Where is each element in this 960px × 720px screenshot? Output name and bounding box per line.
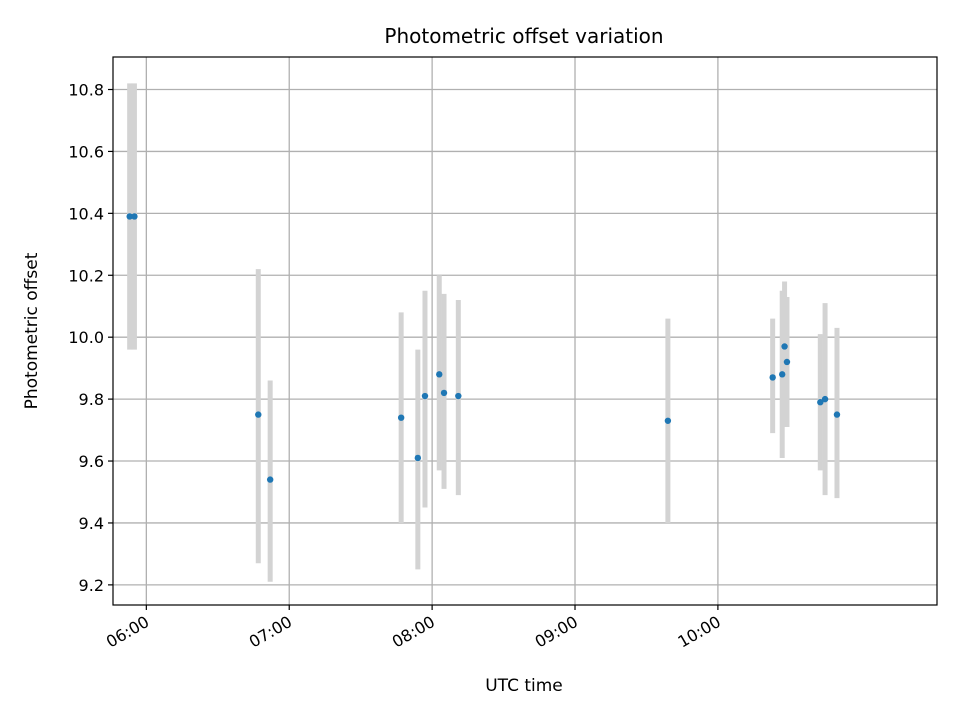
y-tick-label: 9.2: [79, 576, 104, 595]
y-axis-ticks: 9.2 9.4 9.6 9.8 10.0 10.2 10.4 10.6 10.8: [68, 81, 113, 595]
data-point: [436, 371, 443, 378]
x-axis-ticks: 06:00 07:00 08:00 09:00 10:00: [103, 605, 724, 652]
y-tick-label: 10.8: [68, 81, 104, 100]
y-tick-label: 10.0: [68, 328, 104, 347]
data-point: [131, 213, 138, 220]
y-axis-label: Photometric offset: [22, 252, 42, 409]
x-tick-label: 10:00: [674, 612, 723, 652]
data-point: [781, 343, 788, 350]
data-point: [440, 389, 448, 397]
plot-frame: [112, 56, 938, 606]
data-point: [421, 392, 429, 400]
data-point: [833, 411, 841, 418]
error-bars: [127, 83, 840, 582]
x-tick-label: 07:00: [246, 612, 295, 652]
x-tick-label: 09:00: [532, 612, 581, 652]
data-points: [126, 213, 841, 483]
y-tick-label: 9.8: [79, 390, 104, 409]
y-tick-label: 9.4: [79, 514, 104, 533]
data-point: [414, 454, 422, 462]
data-point: [266, 476, 274, 483]
data-point: [783, 358, 791, 366]
y-tick-label: 9.6: [79, 452, 104, 471]
data-point: [255, 411, 262, 418]
data-point: [126, 213, 133, 220]
chart-title: Photometric offset variation: [384, 24, 663, 48]
data-point: [664, 417, 672, 424]
grid: [113, 57, 937, 605]
x-axis-label: UTC time: [485, 676, 563, 696]
data-point: [455, 392, 462, 400]
y-tick-label: 10.4: [68, 204, 104, 223]
x-tick-label: 08:00: [389, 612, 438, 652]
data-point: [397, 414, 405, 421]
data-point: [769, 374, 776, 381]
data-point: [821, 395, 829, 403]
y-tick-label: 10.6: [68, 142, 104, 161]
data-point: [779, 371, 786, 378]
x-tick-label: 06:00: [103, 612, 152, 652]
data-point: [817, 399, 824, 406]
y-tick-label: 10.2: [68, 266, 104, 285]
